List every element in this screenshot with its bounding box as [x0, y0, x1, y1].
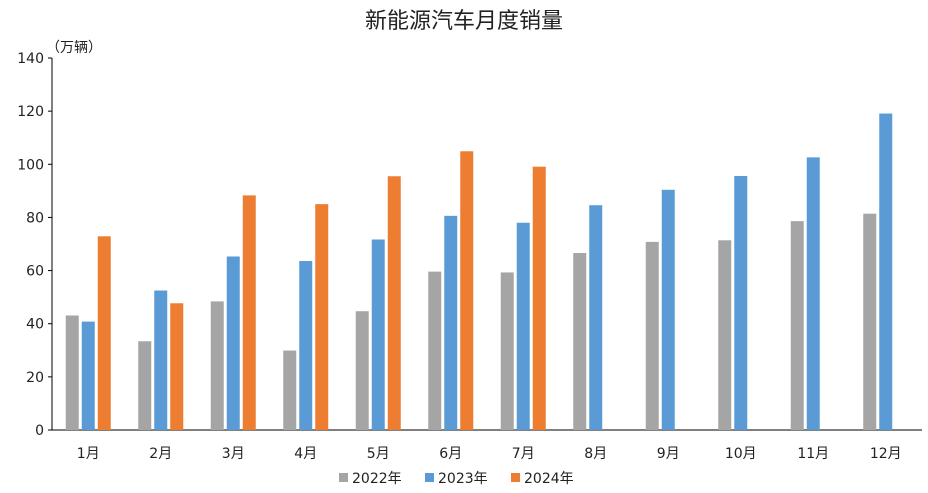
bar — [81, 321, 95, 430]
bar — [97, 236, 111, 430]
x-tick-label: 12月 — [870, 446, 902, 462]
bar — [371, 239, 385, 430]
bar — [428, 271, 442, 430]
y-tick-label: 20 — [26, 370, 44, 386]
x-tick-label: 1月 — [77, 446, 100, 462]
bar — [500, 272, 514, 430]
legend-swatch — [511, 473, 520, 482]
y-tick-label: 100 — [17, 157, 44, 173]
legend-label: 2022年 — [352, 471, 402, 487]
bar — [444, 215, 458, 430]
bar — [355, 311, 369, 430]
bar — [65, 315, 79, 430]
x-tick-label: 3月 — [222, 446, 245, 462]
bar — [170, 303, 184, 430]
bar — [460, 151, 474, 430]
bar — [806, 157, 820, 430]
x-axis: 1月 2月 3月 4月 5月 6月 7月 8月 9月 10月 11月 12月 — [52, 429, 922, 462]
bar — [573, 253, 587, 430]
y-axis-unit-label: （万辆） — [46, 40, 102, 56]
bar — [661, 189, 675, 430]
x-tick-label: 5月 — [367, 446, 390, 462]
x-tick-label: 9月 — [657, 446, 680, 462]
y-tick-label: 80 — [26, 210, 44, 226]
legend-label: 2023年 — [438, 471, 488, 487]
x-tick-label: 7月 — [512, 446, 535, 462]
bar — [589, 205, 603, 430]
bars — [65, 113, 893, 431]
y-tick-label: 60 — [26, 264, 44, 280]
x-tick-label: 6月 — [439, 446, 462, 462]
bar — [138, 341, 152, 430]
y-tick-label: 120 — [17, 104, 44, 120]
x-tick-label: 2月 — [149, 446, 172, 462]
bar — [315, 204, 329, 430]
y-tick-label: 140 — [17, 51, 44, 67]
bar — [387, 176, 401, 430]
x-tick-label: 10月 — [725, 446, 757, 462]
x-tick-label: 4月 — [294, 446, 317, 462]
bar — [790, 221, 804, 430]
y-tick-label: 40 — [26, 317, 44, 333]
bar — [283, 350, 297, 430]
chart-title: 新能源汽车月度销量 — [365, 9, 563, 34]
bar — [863, 213, 877, 430]
legend-label: 2024年 — [524, 471, 574, 487]
bar — [734, 175, 748, 430]
y-tick-label: 0 — [35, 423, 44, 439]
bar — [210, 301, 224, 430]
bar — [242, 195, 256, 430]
bar — [532, 166, 546, 431]
bar — [879, 113, 893, 430]
x-tick-label: 8月 — [584, 446, 607, 462]
x-tick-label: 11月 — [797, 446, 829, 462]
bar — [645, 241, 659, 430]
bar — [718, 240, 732, 430]
legend-swatch — [425, 473, 434, 482]
bar — [516, 222, 530, 430]
legend-swatch — [339, 473, 348, 482]
bar — [299, 261, 313, 430]
legend: 2022年 2023年 2024年 — [339, 471, 574, 487]
bar — [226, 256, 240, 430]
bar — [154, 290, 168, 430]
y-axis: 0 20 40 60 80 100 120 140 — [17, 51, 53, 439]
